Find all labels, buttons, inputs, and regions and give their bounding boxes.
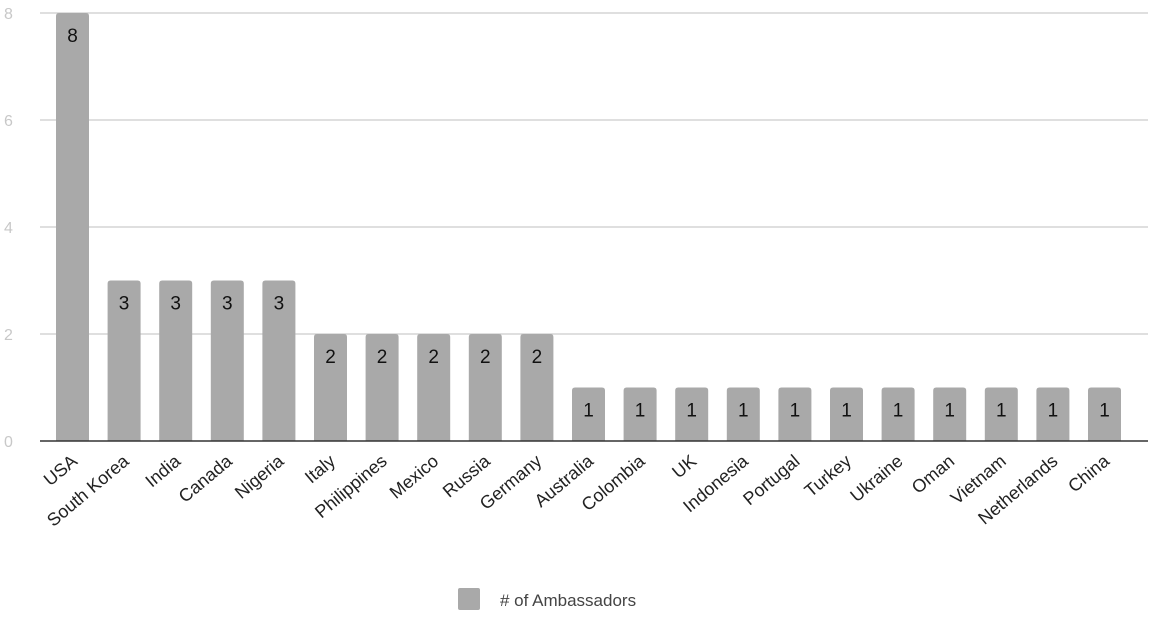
bar-uk <box>675 387 709 441</box>
data-label: 2 <box>532 347 543 368</box>
bar-usa <box>56 13 89 441</box>
data-labels: 8 3 3 3 3 2 2 2 2 2 1 1 1 1 1 1 1 1 1 1 1 <box>67 26 1110 422</box>
y-tick-label: 8 <box>4 6 13 23</box>
bar-vietnam <box>984 387 1018 441</box>
bar-indonesia <box>726 387 760 441</box>
x-tick-label: UK <box>668 451 700 482</box>
data-label: 2 <box>428 347 439 368</box>
data-label: 3 <box>119 294 130 315</box>
legend-label: # of Ambassadors <box>500 591 636 610</box>
data-label: 1 <box>944 401 955 422</box>
data-label: 1 <box>686 401 697 422</box>
data-label: 1 <box>738 401 749 422</box>
data-label: 3 <box>170 294 181 315</box>
bar-portugal <box>778 387 812 441</box>
gridlines <box>40 12 1148 335</box>
bar-south-korea <box>107 280 141 441</box>
x-tick-label: Ukraine <box>846 451 906 506</box>
data-label: 3 <box>274 294 285 315</box>
data-label: 2 <box>325 347 336 368</box>
x-tick-label: India <box>142 450 186 491</box>
data-label: 1 <box>583 401 594 422</box>
y-tick-label: 2 <box>4 327 13 344</box>
data-label: 1 <box>635 401 646 422</box>
data-label: 1 <box>841 401 852 422</box>
legend: # of Ambassadors <box>458 588 636 610</box>
data-label: 1 <box>1099 401 1110 422</box>
bar-germany <box>520 334 554 441</box>
bar-china <box>1088 387 1121 441</box>
data-label: 2 <box>480 347 491 368</box>
x-tick-label: Nigeria <box>231 450 288 503</box>
data-label: 1 <box>1048 401 1059 422</box>
bar-canada <box>210 280 244 441</box>
bar-india <box>159 280 193 441</box>
bar-australia <box>572 387 605 441</box>
y-tick-label: 6 <box>4 113 13 130</box>
x-tick-label: Portugal <box>739 451 803 509</box>
data-label: 8 <box>67 26 78 47</box>
data-label: 1 <box>893 401 904 422</box>
data-label: 1 <box>996 401 1007 422</box>
x-tick-label: Canada <box>175 450 237 506</box>
data-label: 3 <box>222 294 233 315</box>
bar-russia <box>468 334 502 441</box>
bar-nigeria <box>262 280 296 441</box>
bar-turkey <box>830 387 863 441</box>
bars <box>56 13 1121 441</box>
legend-swatch <box>458 588 480 610</box>
bar-philippines <box>365 334 399 441</box>
x-tick-label: Mexico <box>386 451 443 503</box>
bar-mexico <box>417 334 451 441</box>
data-label: 2 <box>377 347 388 368</box>
bar-ukraine <box>881 387 915 441</box>
x-tick-label: China <box>1064 450 1114 496</box>
x-tick-label: Italy <box>301 451 339 488</box>
bar-italy <box>314 334 347 441</box>
x-tick-label: USA <box>40 451 81 490</box>
data-label: 1 <box>790 401 801 422</box>
x-tick-label: Turkey <box>801 451 855 501</box>
bar-colombia <box>623 387 657 441</box>
bar-oman <box>933 387 967 441</box>
y-tick-label: 0 <box>4 434 13 451</box>
y-tick-label: 4 <box>4 220 13 237</box>
bar-netherlands <box>1036 387 1070 441</box>
